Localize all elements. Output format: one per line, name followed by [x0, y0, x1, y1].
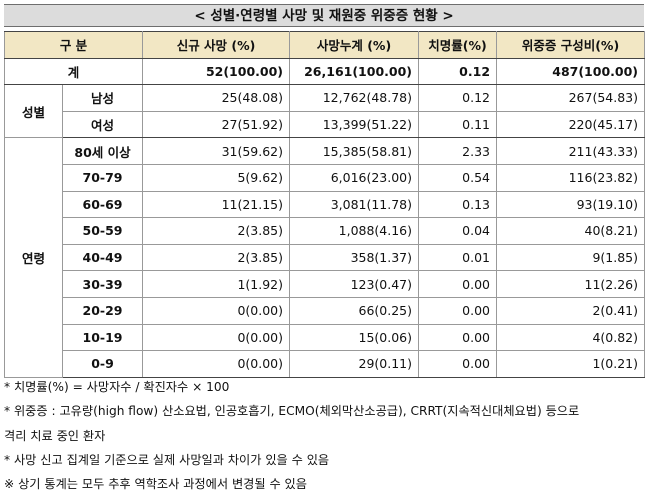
footnote: 격리 치료 중인 환자 [4, 428, 106, 443]
table-cell: 26,161(100.00) [289, 57, 420, 86]
header-critical-ratio: 위중증 구성비(%) [496, 31, 646, 59]
group-label-age: 연령 [4, 137, 63, 378]
table-cell: 11(2.26) [496, 270, 646, 298]
table-cell: 0.12 [418, 84, 498, 112]
table-cell: 3,081(11.78) [289, 190, 420, 219]
table-cell: 31(59.62) [142, 137, 291, 165]
table-cell: 0.12 [418, 57, 498, 86]
statistics-table: 구 분 신규 사망 (%) 사망누계 (%) 치명률(%) 위중증 구성비(%)… [3, 31, 646, 378]
table-cell: 220(45.17) [496, 110, 646, 139]
table-cell: 25(48.08) [142, 84, 291, 112]
table-row: 여성 27(51.92) 13,399(51.22) 0.11 220(45.1… [5, 110, 646, 139]
table-row: 50-59 2(3.85) 1,088(4.16) 0.04 40(8.21) [5, 217, 646, 245]
row-label: 10-19 [61, 323, 144, 352]
footnote: * 위중증 : 고유량(high flow) 산소요법, 인공호흡기, ECMO… [4, 404, 580, 419]
table-cell: 487(100.00) [496, 57, 646, 86]
table-cell: 5(9.62) [142, 163, 291, 192]
row-label: 20-29 [61, 296, 144, 325]
table-cell: 1,088(4.16) [289, 217, 420, 245]
header-row: 구 분 신규 사망 (%) 사망누계 (%) 치명률(%) 위중증 구성비(%) [3, 31, 646, 59]
table-cell: 93(19.10) [496, 190, 646, 219]
table-cell: 267(54.83) [496, 84, 646, 112]
footnote: ※ 상기 통계는 모두 추후 역학조사 과정에서 변경될 수 있음 [4, 477, 307, 492]
table-cell: 0.04 [418, 217, 498, 245]
row-label: 40-49 [61, 243, 144, 272]
table-cell: 11(21.15) [142, 190, 291, 219]
table-cell: 40(8.21) [496, 217, 646, 245]
table-row: 40-49 2(3.85) 358(1.37) 0.01 9(1.85) [5, 243, 646, 272]
table-cell: 4(0.82) [496, 323, 646, 352]
table-row: 0-9 0(0.00) 29(0.11) 0.00 1(0.21) [5, 350, 646, 378]
footnote: * 사망 신고 집계일 기준으로 실제 사망일과 차이가 있을 수 있음 [4, 452, 330, 467]
table-row: 30-39 1(1.92) 123(0.47) 0.00 11(2.26) [5, 270, 646, 298]
table-cell: 116(23.82) [496, 163, 646, 192]
row-label: 0-9 [61, 350, 144, 378]
table-cell: 2(3.85) [142, 243, 291, 272]
table-row: 성별 남성 25(48.08) 12,762(48.78) 0.12 267(5… [4, 84, 646, 139]
table-cell: 1(0.21) [496, 350, 646, 378]
table-cell: 13,399(51.22) [289, 110, 420, 139]
table-cell: 0.00 [418, 323, 498, 352]
table-cell: 358(1.37) [289, 243, 420, 272]
table-row: 연령 80세 이상 31(59.62) 15,385(58.81) 2.33 2… [4, 137, 646, 378]
total-row: 계 52(100.00) 26,161(100.00) 0.12 487(100… [3, 57, 646, 86]
table-cell: 0.01 [418, 243, 498, 272]
table-cell: 15,385(58.81) [289, 137, 420, 165]
table-row: 70-79 5(9.62) 6,016(23.00) 0.54 116(23.8… [5, 163, 646, 192]
table-cell: 0(0.00) [142, 296, 291, 325]
table-cell: 211(43.33) [496, 137, 646, 165]
table-cell: 27(51.92) [142, 110, 291, 139]
table-row: 60-69 11(21.15) 3,081(11.78) 0.13 93(19.… [5, 190, 646, 219]
header-new-deaths: 신규 사망 (%) [142, 31, 291, 59]
header-category: 구 분 [3, 31, 144, 59]
table-cell: 2(3.85) [142, 217, 291, 245]
table-row: 10-19 0(0.00) 15(0.06) 0.00 4(0.82) [5, 323, 646, 352]
header-fatality-rate: 치명률(%) [418, 31, 498, 59]
table-cell: 29(0.11) [289, 350, 420, 378]
table-cell: 0.11 [418, 110, 498, 139]
footnote: * 치명률(%) = 사망자수 / 확진자수 × 100 [4, 380, 230, 394]
total-label: 계 [3, 57, 144, 86]
table-row: 20-29 0(0.00) 66(0.25) 0.00 2(0.41) [5, 296, 646, 325]
table-cell: 2(0.41) [496, 296, 646, 325]
table-cell: 2.33 [418, 137, 498, 165]
table-cell: 12,762(48.78) [289, 84, 420, 112]
row-label: 남성 [61, 84, 144, 112]
table-cell: 9(1.85) [496, 243, 646, 272]
footnotes: * 치명률(%) = 사망자수 / 확진자수 × 100 * 위중증 : 고유량… [4, 375, 644, 496]
row-label: 70-79 [61, 163, 144, 192]
table-cell: 15(0.06) [289, 323, 420, 352]
table-cell: 52(100.00) [142, 57, 291, 86]
header-cumulative-deaths: 사망누계 (%) [289, 31, 420, 59]
table-cell: 0.13 [418, 190, 498, 219]
table-cell: 0.54 [418, 163, 498, 192]
row-label: 80세 이상 [61, 137, 144, 165]
table-cell: 0.00 [418, 270, 498, 298]
row-label: 여성 [61, 110, 144, 139]
table-title: < 성별·연령별 사망 및 재원중 위중증 현황 > [4, 4, 644, 27]
table-cell: 0.00 [418, 350, 498, 378]
table-cell: 66(0.25) [289, 296, 420, 325]
table-cell: 0.00 [418, 296, 498, 325]
table-cell: 1(1.92) [142, 270, 291, 298]
row-label: 60-69 [61, 190, 144, 219]
table-cell: 0(0.00) [142, 323, 291, 352]
table-cell: 6,016(23.00) [289, 163, 420, 192]
row-label: 30-39 [61, 270, 144, 298]
group-label-sex: 성별 [4, 84, 63, 139]
table-cell: 0(0.00) [142, 350, 291, 378]
row-label: 50-59 [61, 217, 144, 245]
table-cell: 123(0.47) [289, 270, 420, 298]
